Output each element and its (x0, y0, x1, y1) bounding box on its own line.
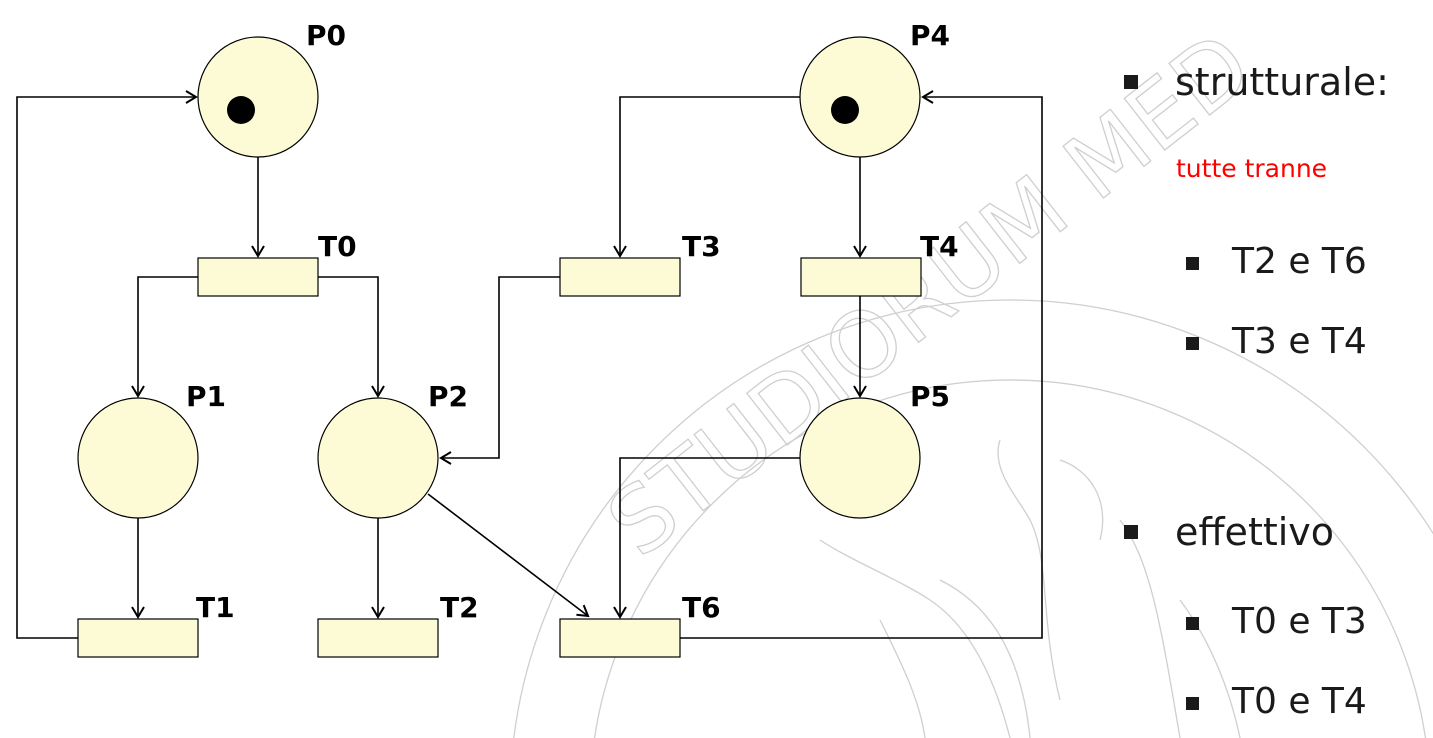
arc-p5-t6 (613, 457, 800, 619)
transition-t1[interactable]: T1 (77, 591, 235, 658)
place-p1[interactable]: P1 (77, 380, 226, 519)
place-p0[interactable]: P0 (197, 19, 346, 158)
arc-t0-p2 (318, 276, 385, 398)
transition-label: T4 (920, 230, 959, 263)
arcs (16, 90, 1043, 639)
transition-label: T2 (440, 591, 479, 624)
transition-t3[interactable]: T3 (559, 230, 721, 297)
place-p2[interactable]: P2 (317, 380, 468, 519)
transition-label: T6 (682, 591, 721, 624)
arc-t0-p1 (131, 276, 198, 398)
arc-t6-p4 (680, 90, 1043, 639)
watermark-seal (513, 299, 1433, 738)
arc-t1-p0 (16, 90, 198, 639)
place-p5[interactable]: P5 (799, 380, 950, 519)
transition-t6[interactable]: T6 (559, 591, 721, 658)
transition-label: T3 (682, 230, 721, 263)
transition-t0[interactable]: T0 (197, 230, 357, 297)
transition-t2[interactable]: T2 (317, 591, 479, 658)
arc-p4-t3 (613, 96, 800, 258)
token-icon (831, 96, 859, 124)
arc-p2-t6 (427, 493, 590, 618)
place-label: P4 (910, 19, 950, 52)
transition-t4[interactable]: T4 (800, 230, 959, 297)
arc-t3-p2 (439, 276, 560, 465)
place-label: P1 (186, 380, 226, 413)
place-p4[interactable]: P4 (799, 19, 950, 158)
place-label: P5 (910, 380, 950, 413)
transition-label: T1 (196, 591, 235, 624)
place-label: P0 (306, 19, 346, 52)
token-icon (227, 96, 255, 124)
transition-label: T0 (318, 230, 357, 263)
place-label: P2 (428, 380, 468, 413)
